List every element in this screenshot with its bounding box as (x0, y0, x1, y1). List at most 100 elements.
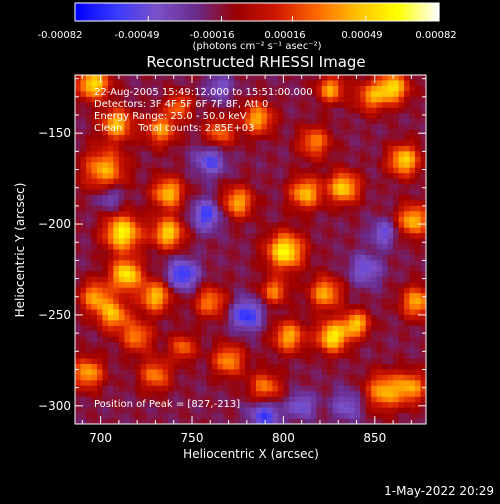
heatmap-cell (228, 331, 235, 338)
colorbar-cell (369, 3, 372, 21)
heatmap-cell (277, 325, 284, 332)
heatmap-cell (173, 189, 180, 196)
heatmap-cell (173, 249, 180, 256)
heatmap-cell (107, 178, 114, 185)
heatmap-cell (118, 238, 125, 245)
heatmap-cell (299, 402, 306, 409)
heatmap-cell (321, 298, 328, 305)
heatmap-cell (387, 265, 394, 272)
heatmap-cell (168, 413, 175, 420)
heatmap-cell (168, 75, 175, 81)
heatmap-cell (327, 374, 334, 381)
heatmap-cell (234, 124, 241, 131)
heatmap-cell (398, 129, 405, 136)
heatmap-cell (332, 96, 339, 103)
heatmap-cell (245, 107, 251, 114)
heatmap-cell (283, 151, 290, 158)
heatmap-cell (365, 227, 372, 234)
heatmap-cell (261, 162, 268, 169)
heatmap-cell (332, 184, 339, 191)
heatmap-cell (168, 293, 175, 300)
heatmap-cell (288, 402, 295, 409)
heatmap-cell (212, 282, 219, 289)
heatmap-cell (102, 304, 109, 310)
heatmap-cell (206, 396, 213, 403)
heatmap-cell (206, 391, 213, 398)
heatmap-cell (272, 113, 279, 120)
heatmap-cell (151, 260, 158, 267)
heatmap-cell (266, 238, 273, 245)
heatmap-cell (332, 113, 339, 120)
heatmap-cell (217, 369, 224, 376)
heatmap-cell (234, 260, 241, 267)
heatmap-cell (157, 320, 164, 327)
heatmap-cell (151, 418, 158, 425)
heatmap-cell (272, 189, 279, 196)
colorbar-cell (159, 3, 162, 21)
heatmap-cell (409, 320, 416, 327)
heatmap-cell (245, 85, 251, 92)
heatmap-cell (398, 107, 405, 114)
heatmap-cell (288, 331, 295, 338)
heatmap-cell (195, 347, 202, 354)
heatmap-cell (96, 145, 103, 152)
heatmap-cell (85, 336, 92, 343)
colorbar-cell (359, 3, 362, 21)
heatmap-cell (327, 309, 334, 316)
heatmap-cell (305, 238, 312, 245)
heatmap-cell (146, 402, 153, 409)
heatmap-cell (398, 184, 405, 191)
heatmap-cell (135, 342, 142, 349)
heatmap-cell (228, 227, 235, 234)
heatmap-cell (420, 178, 427, 185)
colorbar-cell (311, 3, 314, 21)
heatmap-cell (409, 200, 416, 207)
heatmap-cell (118, 374, 125, 381)
heatmap-cell (266, 320, 273, 327)
heatmap-cell (129, 124, 136, 131)
heatmap-cell (129, 265, 136, 272)
heatmap-cell (184, 320, 191, 327)
heatmap-cell (113, 238, 120, 245)
heatmap-cell (245, 309, 251, 316)
colorbar-cell (91, 3, 94, 21)
heatmap-cell (179, 129, 186, 136)
heatmap-cell (190, 418, 197, 425)
heatmap-cell (365, 145, 372, 152)
heatmap-cell (118, 129, 125, 136)
heatmap-cell (85, 151, 92, 158)
heatmap-cell (294, 293, 301, 300)
heatmap-cell (162, 145, 169, 152)
heatmap-cell (409, 167, 416, 174)
heatmap-cell (409, 189, 416, 196)
heatmap-cell (420, 96, 427, 103)
heatmap-cell (162, 156, 169, 163)
heatmap-cell (245, 298, 251, 305)
heatmap-cell (107, 293, 114, 300)
heatmap-cell (146, 304, 153, 310)
heatmap-cell (190, 358, 197, 365)
heatmap-cell (338, 336, 345, 343)
heatmap-cell (354, 85, 361, 92)
heatmap-cell (201, 413, 208, 420)
heatmap-cell (190, 200, 197, 207)
heatmap-cell (75, 145, 81, 152)
heatmap-cell (107, 342, 114, 349)
heatmap-cell (135, 156, 142, 163)
heatmap-cell (146, 205, 153, 212)
heatmap-cell (332, 374, 339, 381)
heatmap-cell (272, 91, 279, 98)
heatmap-cell (255, 222, 262, 229)
heatmap-cell (299, 222, 306, 229)
heatmap-cell (157, 402, 164, 409)
heatmap-cell (217, 314, 224, 321)
heatmap-cell (118, 75, 125, 81)
heatmap-cell (157, 385, 164, 392)
heatmap-cell (250, 216, 257, 223)
heatmap-cell (124, 293, 131, 300)
heatmap-cell (360, 336, 367, 343)
heatmap-cell (316, 167, 323, 174)
heatmap-cell (146, 353, 153, 360)
heatmap-cell (266, 282, 273, 289)
heatmap-cell (245, 287, 251, 294)
